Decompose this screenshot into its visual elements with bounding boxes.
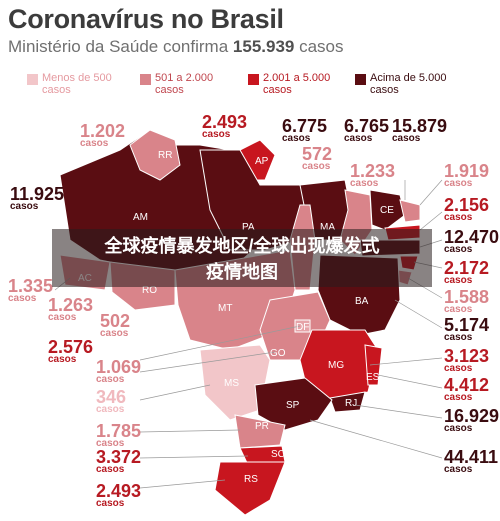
state-label-df: DF: [296, 322, 310, 333]
cases-label-to: 572 casos: [302, 144, 333, 172]
leader-line-pr: [139, 429, 241, 433]
state-rr: [129, 129, 181, 181]
leader-line-sp: [309, 419, 443, 459]
state-label-pr: PR: [255, 421, 269, 432]
state-rn: [399, 199, 421, 223]
leader-line-rn: [419, 179, 443, 206]
state-label-ms: MS: [224, 378, 239, 389]
caption-banner: 全球疫情暴发地区/全球出现爆发式 疫情地图: [52, 229, 432, 287]
cases-label-rs: 2.493 casos: [96, 481, 142, 509]
state-label-mt: MT: [218, 303, 233, 314]
state-label-sc: SC: [271, 449, 285, 460]
legend-label-low: Menos de 500 casos: [42, 72, 112, 96]
cases-label-es: 4.412 casos: [444, 375, 490, 403]
cases-label-go: 1.069 casos: [96, 357, 142, 385]
cases-label-sc: 3.372 casos: [96, 447, 142, 475]
caption-line-2: 疫情地图: [206, 262, 278, 282]
leader-line-mg: [369, 357, 443, 366]
state-rs: [214, 461, 286, 516]
state-label-ap: AP: [255, 156, 269, 167]
cases-label-se: 1.588 casos: [444, 287, 490, 315]
cases-label-pb: 2.156 casos: [444, 195, 490, 223]
state-label-sp: SP: [286, 400, 300, 411]
cases-label-rr: 1.202 casos: [80, 121, 126, 149]
state-label-rs: RS: [244, 474, 258, 485]
state-df: [294, 319, 311, 333]
cases-label-ap: 2.493 casos: [202, 112, 248, 140]
state-label-ba: BA: [355, 296, 369, 307]
cases-label-al: 2.172 casos: [444, 258, 490, 286]
legend-swatch-low: [27, 74, 38, 85]
state-label-rr: RR: [158, 150, 173, 161]
cases-label-ro: 1.263 casos: [48, 295, 94, 323]
state-sp: [254, 377, 333, 431]
cases-label-mg: 3.123 casos: [444, 346, 490, 374]
state-label-ma: MA: [320, 222, 335, 233]
map-title: Coronavírus no Brasil: [8, 4, 284, 34]
state-label-go: GO: [270, 348, 286, 359]
state-label-rj: RJ: [345, 398, 358, 409]
cases-label-pa: 6.775 casos: [282, 116, 328, 144]
cases-label-mt: 502 casos: [100, 311, 131, 339]
leader-line-es: [377, 374, 443, 389]
cases-label-ma: 6.765 casos: [344, 116, 390, 144]
legend-label-very-high: Acima de 5.000 casos: [370, 72, 447, 96]
cases-label-pe: 12.470 casos: [444, 227, 500, 255]
cases-label-df: 2.576 casos: [48, 337, 94, 365]
leader-line-ms: [139, 384, 211, 401]
leader-line-rs: [139, 479, 226, 489]
cases-label-am: 11.925 casos: [10, 184, 65, 212]
legend-swatch-very-high: [355, 74, 366, 85]
state-rj: [329, 391, 366, 413]
legend-swatch-medium: [140, 74, 151, 85]
legend-label-high: 2.001 a 5.000 casos: [263, 72, 331, 96]
state-label-pa: PA: [242, 222, 255, 233]
state-label-mg: MG: [328, 360, 345, 371]
state-ce: [369, 189, 406, 231]
state-label-am: AM: [133, 212, 148, 223]
legend-label-medium: 501 a 2.000 casos: [155, 72, 214, 96]
legend-swatch-high: [248, 74, 259, 85]
leader-line-df: [139, 325, 301, 361]
cases-label-rn: 1.919 casos: [444, 161, 490, 189]
cases-label-ms: 346 casos: [96, 387, 127, 415]
total-cases: 155.939: [232, 37, 295, 56]
leader-line-sc: [139, 455, 249, 459]
cases-label-ba: 5.174 casos: [444, 315, 490, 343]
state-label-es: ES: [366, 372, 380, 383]
cases-label-pi: 1.233 casos: [350, 161, 396, 189]
state-label-ce: CE: [380, 205, 394, 216]
leader-line-ba: [394, 299, 443, 329]
cases-label-ce: 15.879 casos: [392, 116, 448, 144]
cases-label-sp: 44.411 casos: [444, 447, 499, 475]
map-subtitle: Ministério da Saúde confirma 155.939 cas…: [8, 37, 344, 56]
leader-line-pb: [419, 211, 443, 231]
state-pr: [234, 414, 286, 449]
state-label-ro: RO: [142, 285, 157, 296]
caption-line-1: 全球疫情暴发地区/全球出现爆发式: [104, 236, 380, 256]
cases-label-pr: 1.785 casos: [96, 421, 142, 449]
cases-label-rj: 16.929 casos: [444, 406, 500, 434]
cases-label-ac: 1.335 casos: [8, 276, 54, 304]
leader-lines: [54, 179, 443, 489]
leader-line-go: [139, 351, 276, 373]
leader-line-rj: [354, 404, 443, 419]
